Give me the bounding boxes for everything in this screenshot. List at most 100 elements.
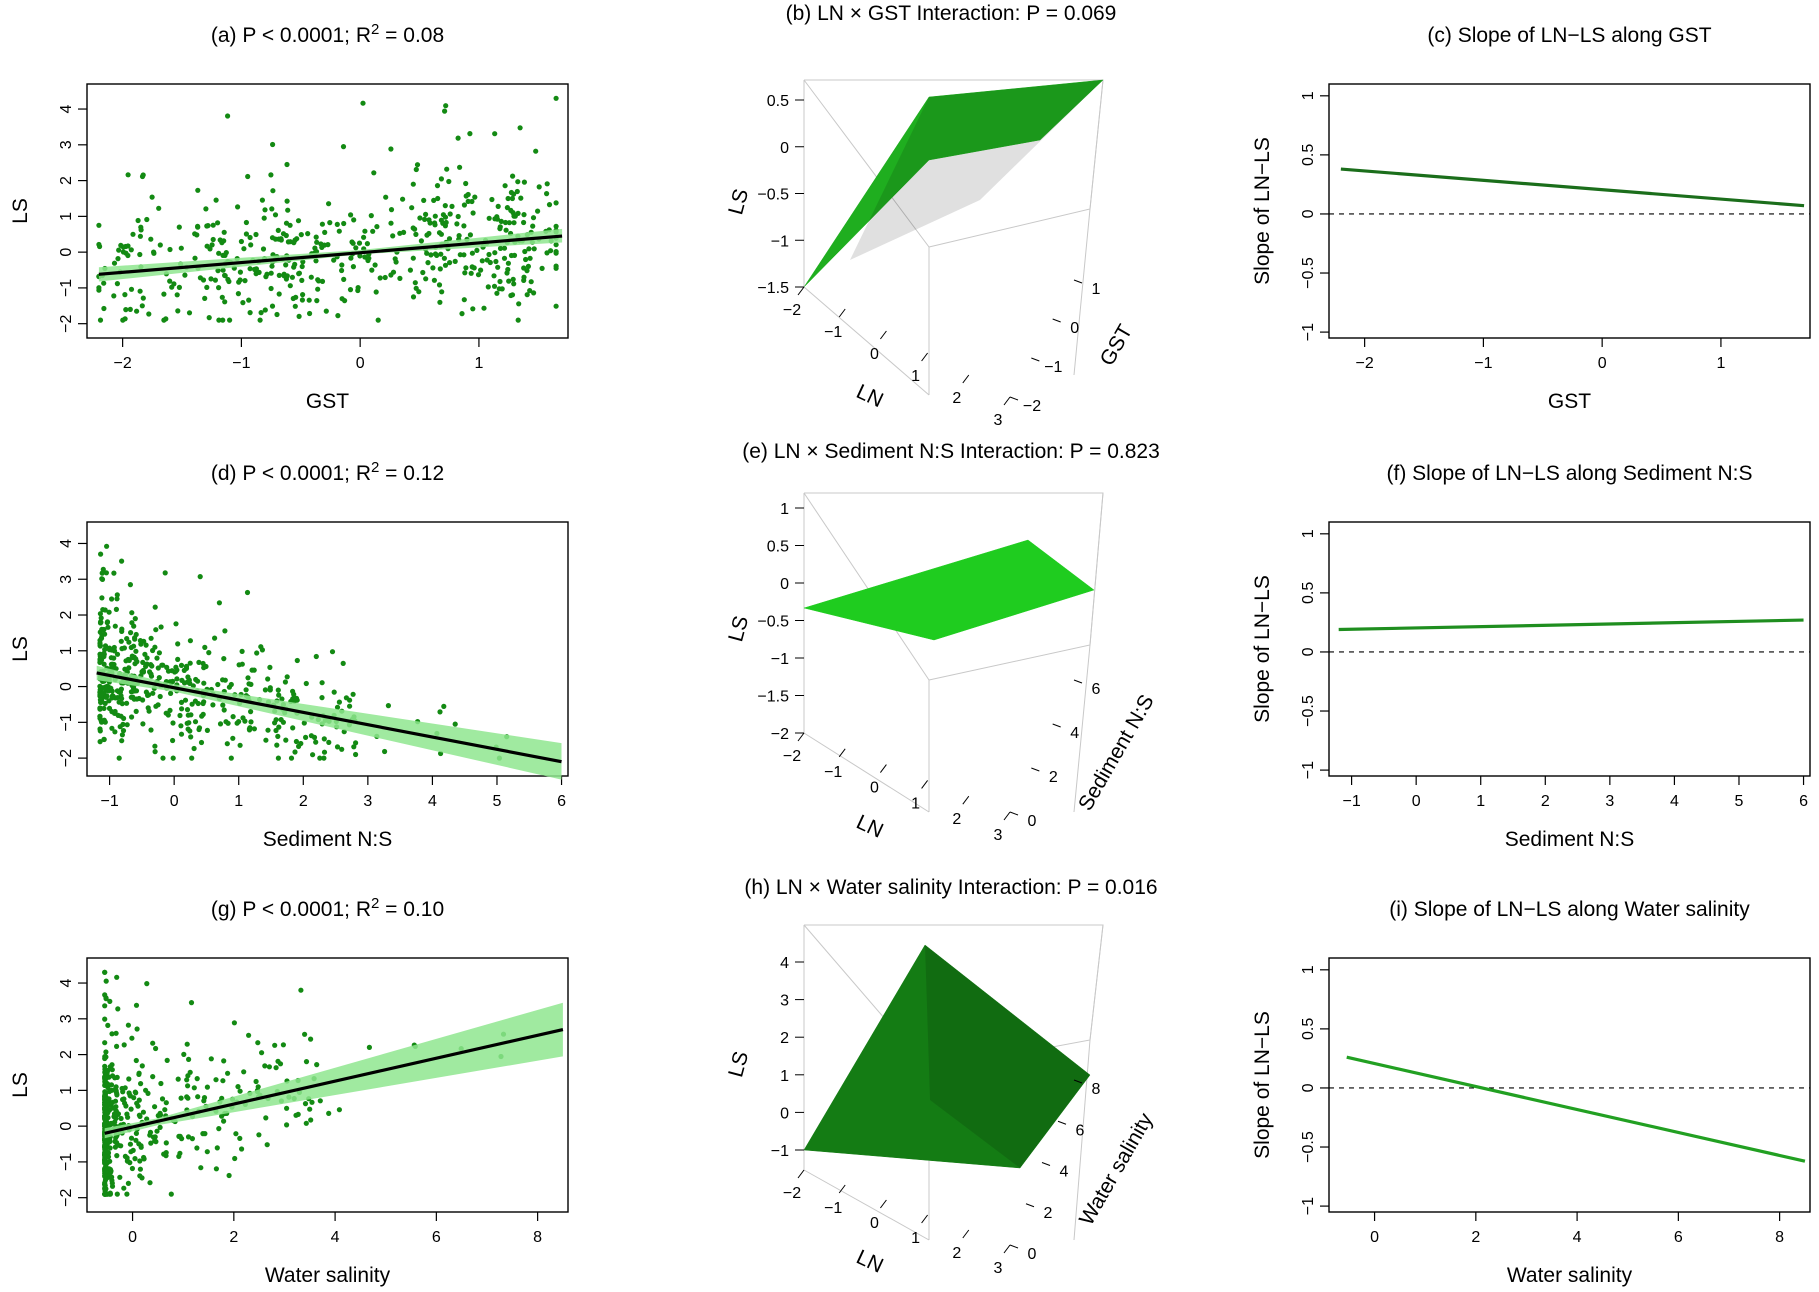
data-point — [204, 727, 210, 734]
y-tick-label: 0 — [58, 682, 75, 691]
data-point — [114, 596, 120, 602]
data-point — [140, 295, 146, 301]
data-point — [276, 291, 282, 297]
data-point — [122, 666, 128, 672]
data-point — [187, 1069, 193, 1075]
data-point — [126, 639, 132, 645]
data-point — [175, 1076, 181, 1082]
data-point — [114, 688, 120, 694]
data-point — [130, 231, 136, 237]
data-point — [509, 195, 515, 202]
data-point — [339, 262, 345, 268]
data-point — [147, 669, 153, 675]
data-point — [243, 687, 249, 693]
data-point — [159, 1096, 166, 1102]
data-point — [97, 659, 103, 666]
data-point — [279, 696, 285, 702]
title-superscript: 2 — [371, 459, 379, 476]
data-point — [388, 207, 395, 213]
data-point — [186, 310, 193, 316]
data-point — [202, 644, 208, 651]
data-point — [521, 212, 527, 218]
data-point — [103, 1049, 109, 1055]
x-tick-label: 6 — [557, 793, 566, 810]
data-point — [202, 1131, 208, 1137]
z-tick-label: 2 — [780, 1030, 789, 1047]
data-point — [241, 1069, 247, 1075]
data-point — [97, 739, 103, 745]
data-point — [316, 278, 322, 284]
box-edge — [803, 286, 930, 396]
data-point — [185, 1134, 192, 1140]
y-tick-mark — [1052, 723, 1061, 728]
data-point — [517, 125, 523, 131]
data-point — [119, 646, 125, 652]
data-point — [200, 700, 206, 707]
data-point — [151, 250, 157, 256]
data-point — [102, 1055, 108, 1062]
data-point — [117, 1174, 123, 1180]
data-point — [105, 1081, 111, 1087]
data-point — [168, 690, 174, 697]
data-point — [461, 297, 467, 303]
data-point — [118, 1115, 124, 1122]
data-point — [420, 269, 426, 276]
data-point — [143, 1087, 149, 1093]
data-point — [116, 699, 122, 705]
z-tick-label: 0 — [780, 140, 789, 157]
data-point — [109, 709, 115, 715]
data-point — [315, 286, 321, 292]
title-main: (c) Slope of LN−LS along GST — [1427, 24, 1711, 47]
data-point — [283, 262, 289, 268]
y-tick-label: 0 — [1300, 1083, 1317, 1092]
x-tick-label: −2 — [1356, 355, 1374, 372]
z-tick-label: −1 — [771, 233, 789, 250]
data-point — [478, 267, 484, 273]
slope-line — [1340, 167, 1805, 208]
data-point — [509, 173, 516, 179]
data-point — [187, 638, 193, 644]
data-point — [309, 1099, 315, 1105]
x-tick-label: 2 — [952, 1245, 961, 1262]
data-point — [262, 307, 268, 313]
data-point — [102, 1121, 108, 1127]
x-tick-label: 1 — [911, 1230, 920, 1247]
data-point — [114, 1191, 120, 1197]
data-point — [116, 755, 122, 761]
data-point — [178, 731, 185, 737]
x-tick-label: 3 — [1605, 793, 1614, 810]
data-point — [437, 266, 443, 272]
data-point — [103, 978, 109, 984]
data-point — [494, 290, 500, 296]
data-point — [275, 687, 281, 693]
data-point — [314, 1062, 320, 1068]
data-point — [103, 1075, 109, 1081]
data-point — [111, 1111, 118, 1117]
y-axis-title: LS — [9, 1072, 32, 1098]
data-point — [521, 277, 527, 283]
data-point — [106, 609, 112, 615]
data-point — [437, 299, 443, 305]
data-point — [147, 1132, 153, 1138]
data-point — [152, 749, 158, 755]
data-point — [374, 224, 380, 230]
data-point — [467, 232, 473, 238]
data-point — [99, 595, 105, 601]
x-tick-mark — [1003, 1244, 1011, 1254]
data-point — [438, 176, 444, 182]
y-tick-label: −0.5 — [1300, 695, 1317, 727]
plot-frame — [86, 957, 569, 1213]
data-point — [260, 246, 267, 252]
data-point — [262, 207, 268, 213]
data-point — [136, 1070, 142, 1076]
box-edge — [803, 732, 930, 813]
data-point — [201, 1095, 208, 1101]
data-point — [502, 183, 508, 189]
data-point — [163, 1140, 169, 1146]
slope-line — [1338, 618, 1804, 632]
data-point — [336, 1107, 342, 1113]
data-point — [102, 1105, 108, 1111]
data-point — [255, 1040, 261, 1046]
data-point — [136, 1112, 142, 1118]
data-point — [235, 204, 241, 210]
